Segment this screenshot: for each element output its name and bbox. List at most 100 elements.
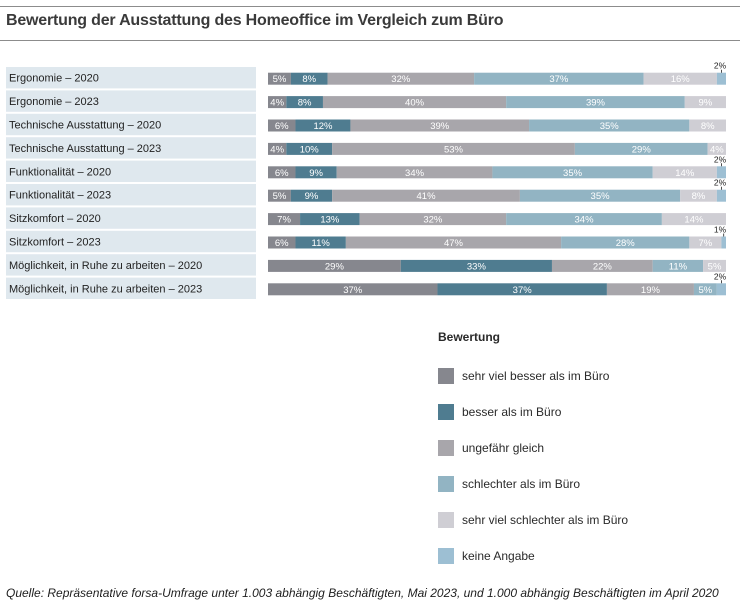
data-label: 16%: [671, 74, 691, 85]
bar-segment: [721, 236, 726, 249]
bar-segment: [332, 189, 520, 202]
legend-label: schlechter als im Büro: [462, 477, 581, 491]
data-label: 1%: [714, 225, 727, 235]
data-label: 37%: [513, 285, 533, 296]
data-label: 34%: [575, 215, 595, 226]
bar-segment: [286, 142, 333, 155]
data-label: 35%: [591, 191, 611, 202]
category-label: Möglichkeit, in Ruhe zu arbeiten – 2020: [9, 260, 202, 272]
bar-segment: [268, 96, 287, 109]
bar-segment: [268, 236, 296, 249]
title-rule: [0, 40, 740, 41]
source-note: Quelle: Repräsentative forsa-Umfrage unt…: [6, 586, 719, 600]
bar-segment: [703, 259, 726, 272]
bar-segment: [689, 236, 722, 249]
data-label: 4%: [710, 144, 724, 155]
bar-segment: [345, 236, 562, 249]
bar-segment: [643, 72, 717, 85]
data-label: 41%: [417, 191, 437, 202]
legend-item: besser als im Büro: [438, 394, 628, 430]
data-label: 9%: [309, 168, 323, 179]
bar-segment: [268, 259, 401, 272]
legend-item: schlechter als im Büro: [438, 466, 628, 502]
category-label-bg: [6, 160, 256, 182]
bar-segment: [716, 166, 726, 179]
category-label: Ergonomie – 2020: [9, 73, 99, 85]
bar-segment: [350, 119, 530, 132]
bar-segment: [661, 213, 726, 226]
bar-segment: [693, 283, 717, 296]
bar-segment: [327, 72, 475, 85]
data-label: 6%: [275, 121, 289, 132]
data-label: 14%: [684, 215, 704, 226]
legend-item: sehr viel besser als im Büro: [438, 358, 628, 394]
bar-segment: [652, 259, 704, 272]
data-label: 4%: [270, 144, 284, 155]
bar-segment: [574, 142, 708, 155]
data-label: 5%: [699, 285, 713, 296]
bar-segment: [268, 166, 296, 179]
data-label: 14%: [675, 168, 695, 179]
bar-segment: [300, 213, 360, 226]
data-label: 37%: [343, 285, 363, 296]
data-label: 4%: [270, 98, 284, 109]
bar-segment: [268, 119, 296, 132]
bar-segment: [336, 166, 493, 179]
data-label: 5%: [273, 74, 287, 85]
data-label: 19%: [641, 285, 661, 296]
data-label: 35%: [563, 168, 583, 179]
bar-segment: [268, 283, 438, 296]
category-label: Funktionalität – 2020: [9, 166, 111, 178]
category-label-bg: [6, 90, 256, 112]
bar-segment: [529, 119, 690, 132]
data-label: 2%: [714, 178, 727, 188]
legend-label: sehr viel schlechter als im Büro: [462, 513, 629, 527]
bar-segment: [268, 189, 291, 202]
data-label: 37%: [549, 74, 569, 85]
data-label: 53%: [444, 144, 464, 155]
data-label: 22%: [593, 261, 613, 272]
legend-label: keine Angabe: [462, 549, 535, 563]
category-label: Funktionalität – 2023: [9, 190, 111, 202]
data-label: 34%: [405, 168, 425, 179]
bar-segment: [295, 166, 337, 179]
legend-swatch: [438, 440, 454, 456]
legend-label: ungefähr gleich: [462, 441, 545, 455]
data-label: 2%: [714, 271, 727, 281]
chart-title: Bewertung der Ausstattung des Homeoffice…: [6, 12, 504, 29]
bar-segment: [506, 213, 662, 226]
data-label: 47%: [444, 238, 464, 249]
legend-items: sehr viel besser als im Büro besser als i…: [438, 358, 628, 574]
data-label: 29%: [325, 261, 345, 272]
category-label-bg: [6, 230, 256, 253]
bar-segment: [506, 96, 685, 109]
category-label-bg: [6, 113, 256, 136]
data-label: 5%: [273, 191, 287, 202]
bar-segment: [268, 72, 291, 85]
bar-segment: [519, 189, 681, 202]
data-label: 7%: [699, 238, 713, 249]
category-label-bg: [6, 184, 256, 206]
bar-segment: [716, 72, 726, 85]
bar-segment: [689, 119, 726, 132]
bar-segment: [332, 142, 575, 155]
bar-segment: [295, 119, 351, 132]
data-label: 28%: [616, 238, 636, 249]
legend-item: keine Angabe: [438, 538, 628, 574]
category-label: Ergonomie – 2023: [9, 96, 99, 108]
data-label: 40%: [405, 98, 425, 109]
bar-segment: [606, 283, 694, 296]
category-label: Sitzkomfort – 2023: [9, 237, 101, 249]
top-rule: [0, 6, 740, 7]
data-label: 35%: [600, 121, 620, 132]
category-label: Möglichkeit, in Ruhe zu arbeiten – 2023: [9, 283, 202, 295]
bar-segment: [286, 96, 323, 109]
legend-label: sehr viel besser als im Büro: [462, 369, 610, 383]
bar-segment: [268, 142, 287, 155]
legend-swatch: [438, 476, 454, 492]
data-label: 39%: [586, 98, 606, 109]
bar-segment: [652, 166, 717, 179]
bar-segment: [551, 259, 653, 272]
bar-segment: [684, 96, 726, 109]
data-label: 32%: [391, 74, 411, 85]
